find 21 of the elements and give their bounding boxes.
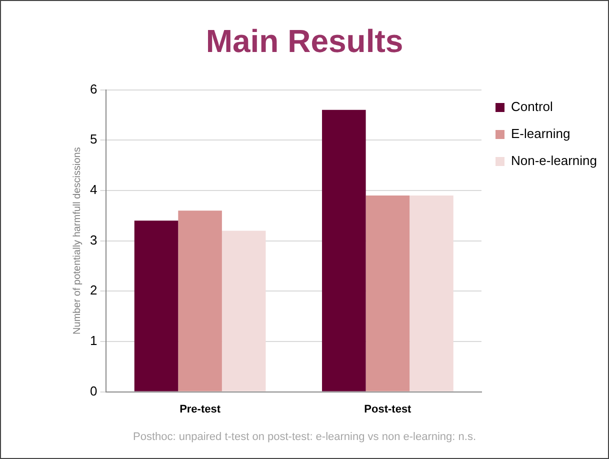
legend-label: Control xyxy=(511,99,554,114)
y-tick-label: 0 xyxy=(90,383,98,398)
y-tick-label: 4 xyxy=(90,182,98,198)
bar xyxy=(366,196,410,392)
bar xyxy=(410,196,454,392)
bar xyxy=(322,110,366,392)
bar xyxy=(222,230,266,392)
bar xyxy=(134,220,178,392)
y-tick-label: 2 xyxy=(90,282,98,298)
y-tick-label: 6 xyxy=(90,81,98,96)
y-tick-label: 1 xyxy=(90,333,98,348)
bar xyxy=(178,210,222,392)
y-tick-label: 5 xyxy=(90,132,98,147)
chart-title: Main Results xyxy=(204,23,404,60)
y-tick-label: 3 xyxy=(90,232,98,248)
x-tick-label: Post-test xyxy=(364,403,412,416)
y-axis-title: Number of potentially harmfull descissions xyxy=(72,147,83,334)
legend-label: E-learning xyxy=(511,126,570,142)
legend-label: Non-e-learning xyxy=(511,153,598,168)
x-tick-label: Pre-test xyxy=(180,403,221,416)
text: Posthoc: unpaired t-test on post-test: e-learning vs non e-learning: n.s. xyxy=(132,431,478,443)
